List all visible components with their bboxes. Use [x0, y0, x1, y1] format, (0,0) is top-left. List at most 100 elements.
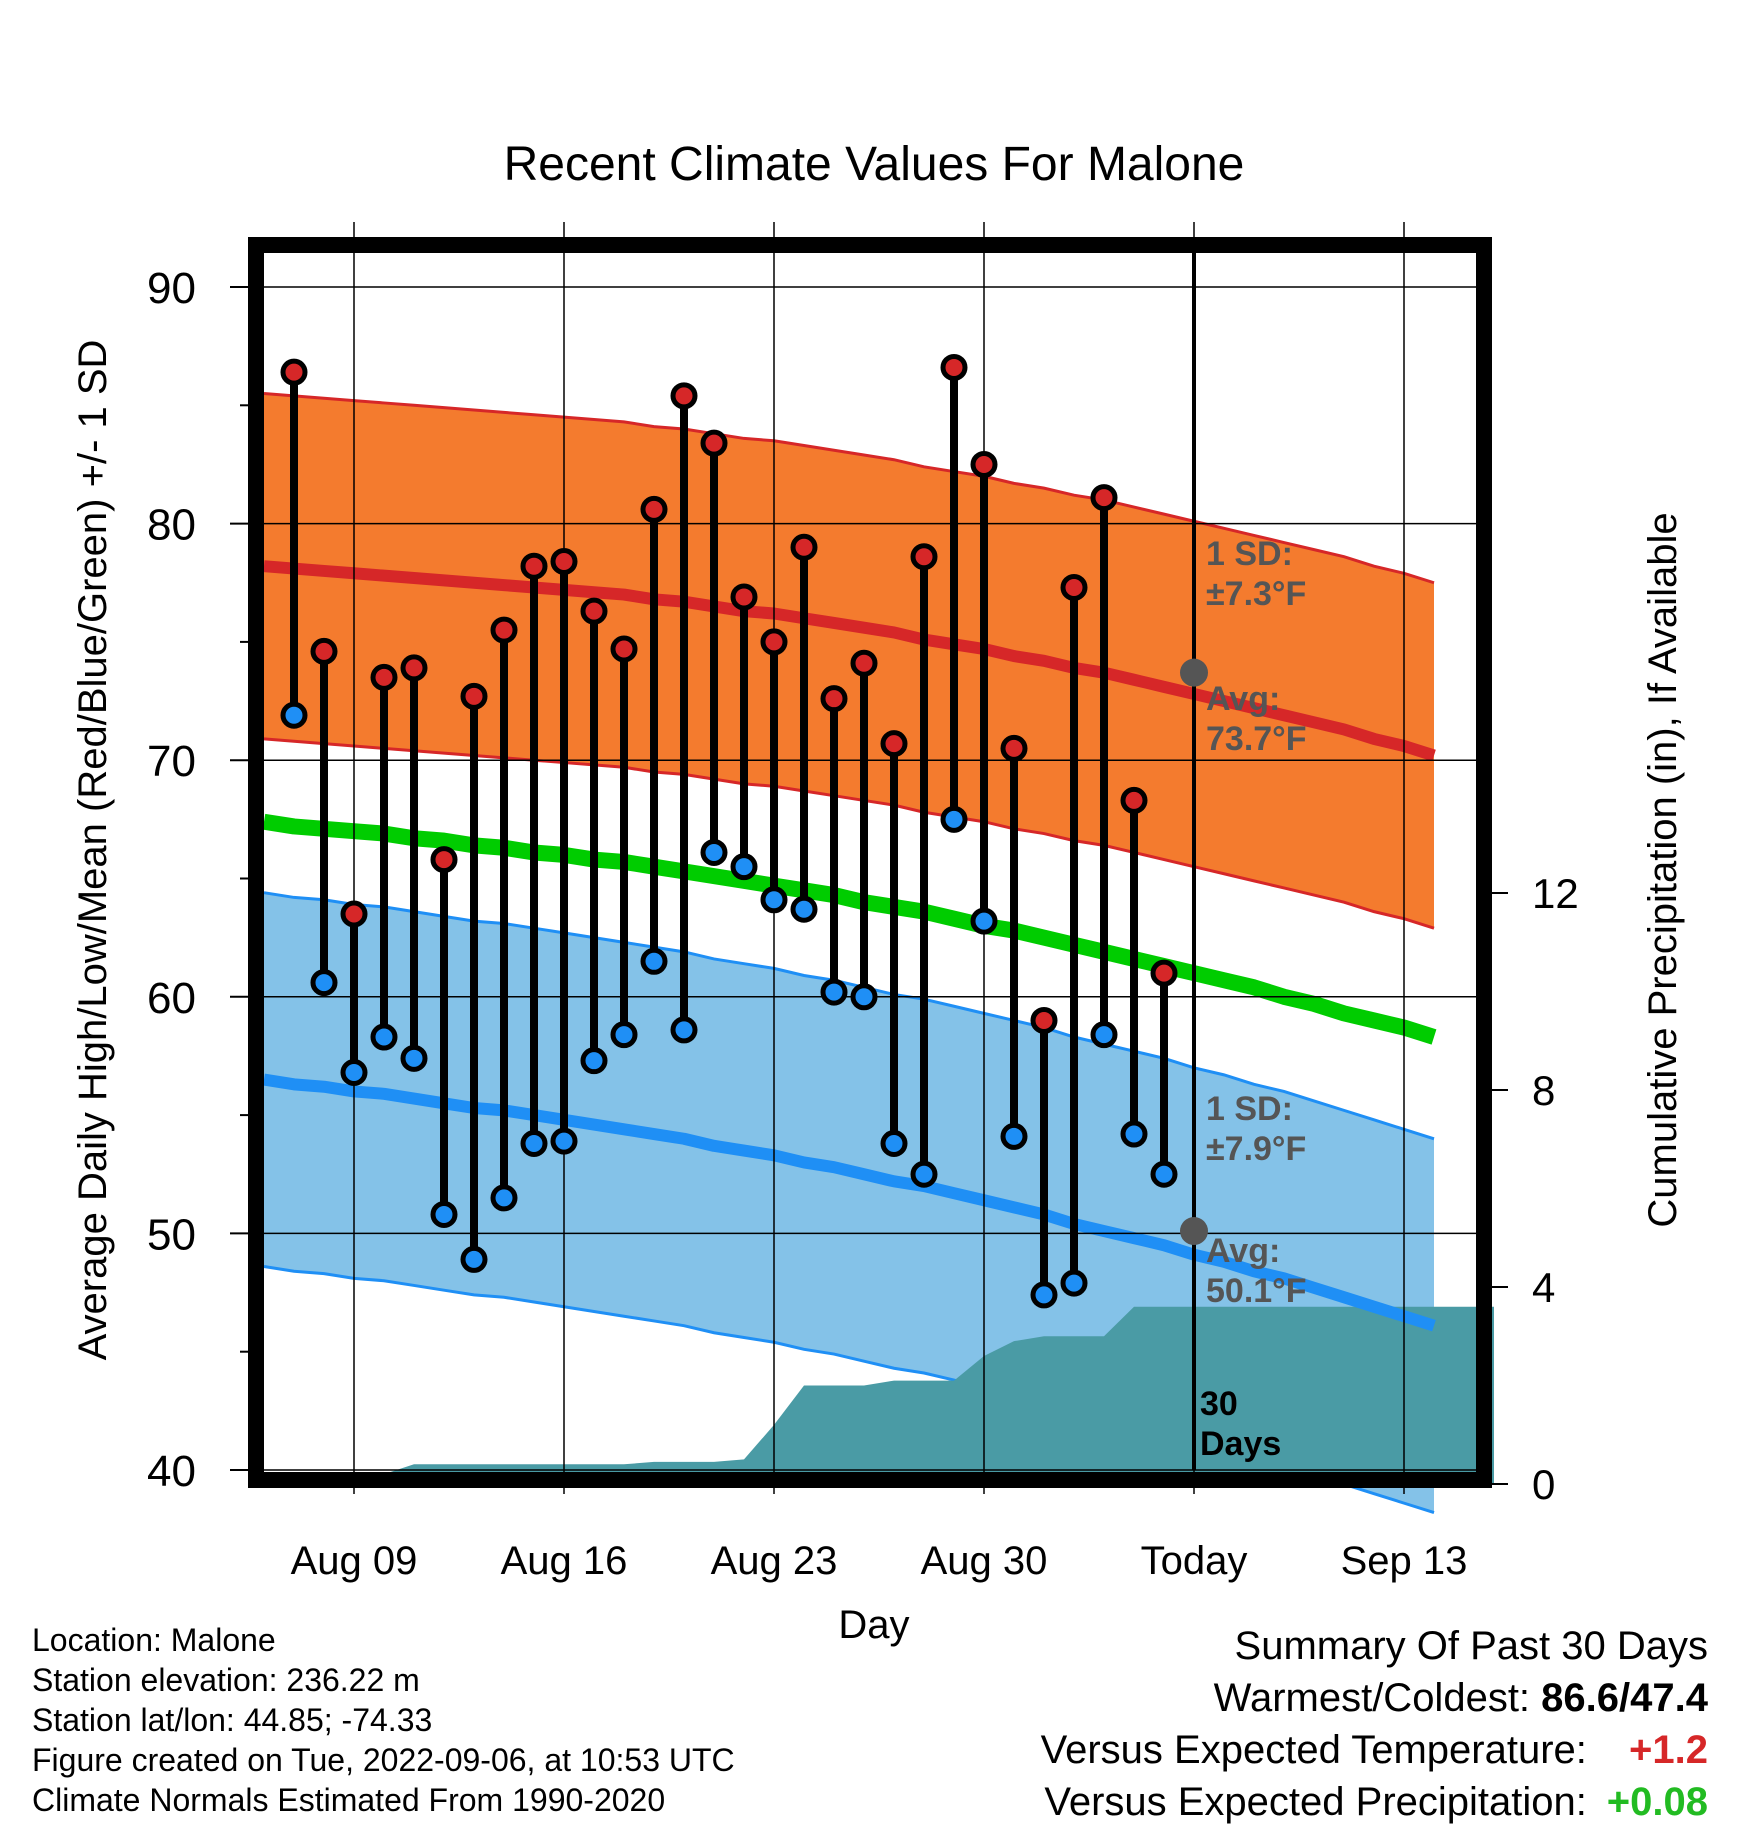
- warmest-coldest-value: 86.6/47.4: [1541, 1676, 1708, 1720]
- precip-departure-value: +0.08: [1606, 1780, 1708, 1824]
- observed-low-point: [970, 907, 998, 935]
- created-text: Figure created on Tue, 2022-09-06, at 10…: [32, 1742, 735, 1778]
- chart-title: Recent Climate Values For Malone: [504, 138, 1245, 191]
- station-info: Location: Malone Station elevation: 236.…: [32, 1620, 735, 1820]
- high-sd-lower-line: [263, 737, 1435, 930]
- observed-high-point: [1090, 484, 1118, 512]
- x-tick-label: Aug 30: [921, 1539, 1048, 1583]
- plot-frame: [248, 237, 1492, 1488]
- observed-low-point: [670, 1016, 698, 1044]
- y-axis-label: Average Daily High/Low/Mean (Red/Blue/Gr…: [71, 340, 115, 1361]
- observed-high-point: [790, 533, 818, 561]
- observed-high-point: [640, 495, 668, 523]
- observed-low-point: [940, 805, 968, 833]
- x-tick-label: Today: [1141, 1539, 1248, 1583]
- observed-low-point: [280, 701, 308, 729]
- x-tick-label: Aug 23: [711, 1539, 838, 1583]
- observed-high-point: [460, 682, 488, 710]
- observed-low-point: [610, 1021, 638, 1049]
- precipitation-area: [264, 1306, 1494, 1484]
- observed-high-point: [1150, 959, 1178, 987]
- y2-tick-label: 8: [1532, 1067, 1555, 1114]
- observed-high-point: [610, 635, 638, 663]
- observed-high-point: [760, 628, 788, 656]
- observed-low-point: [1060, 1269, 1088, 1297]
- low-sd-annotation: 1 SD: ±7.9°F: [1206, 1090, 1306, 1168]
- observed-high-point: [280, 358, 308, 386]
- elevation-text: Station elevation: 236.22 m: [32, 1662, 420, 1698]
- plot-area: 1 SD: ±7.3°F Avg: 73.7°F 1 SD: ±7.9°F Avg: 50.1…: [147, 222, 1579, 1583]
- normal-mean-line: [262, 813, 1437, 1045]
- y-tick-label: 90: [147, 264, 196, 313]
- observed-high-point: [880, 730, 908, 758]
- observed-low-point: [880, 1129, 908, 1157]
- normal-high-line: [263, 560, 1436, 762]
- low-sd-upper-line: [263, 891, 1435, 1141]
- observed-high-point: [580, 597, 608, 625]
- observed-low-point: [1000, 1122, 1028, 1150]
- observed-high-point: [1120, 786, 1148, 814]
- observed-high-point: [940, 353, 968, 381]
- observed-high-point: [820, 685, 848, 713]
- observed-low-point: [700, 838, 728, 866]
- observed-low-point: [1150, 1160, 1178, 1188]
- normal-low-line: [263, 1073, 1436, 1332]
- temp-departure-label: Versus Expected Temperature:: [1040, 1728, 1587, 1772]
- y2-tick-label: 4: [1532, 1264, 1555, 1311]
- observed-low-point: [550, 1127, 578, 1155]
- observed-high-point: [670, 382, 698, 410]
- summary-panel: Summary Of Past 30 Days Warmest/Coldest:…: [1041, 1620, 1708, 1828]
- y-tick-label: 70: [147, 737, 196, 786]
- observed-high-point: [730, 583, 758, 611]
- precip-departure-label: Versus Expected Precipitation:: [1044, 1780, 1587, 1824]
- observed-low-point: [580, 1047, 608, 1075]
- low-avg-annotation: Avg: 50.1°F: [1206, 1232, 1307, 1310]
- observed-low-point: [460, 1245, 488, 1273]
- observed-low-point: [520, 1129, 548, 1157]
- observed-low-point: [790, 895, 818, 923]
- observed-high-point: [700, 429, 728, 457]
- warmest-coldest-row: Warmest/Coldest: 86.6/47.4: [1041, 1672, 1708, 1724]
- y-tick-label: 40: [147, 1447, 196, 1496]
- observed-high-point: [400, 654, 428, 682]
- observed-low-point: [640, 947, 668, 975]
- x-tick-label: Sep 13: [1341, 1539, 1468, 1583]
- observed-high-point: [550, 547, 578, 575]
- x-axis-label: Day: [838, 1603, 909, 1647]
- observed-low-point: [760, 886, 788, 914]
- observed-low-point: [340, 1059, 368, 1087]
- normals-text: Climate Normals Estimated From 1990-2020: [32, 1782, 666, 1818]
- y2-axis-label: Cumulative Precipitation (in), If Availa…: [1641, 512, 1685, 1227]
- x-tick-label: Aug 16: [501, 1539, 628, 1583]
- observed-high-point: [340, 900, 368, 928]
- observed-low-point: [310, 969, 338, 997]
- location-text: Location: Malone: [32, 1622, 276, 1658]
- observed-high-point: [970, 450, 998, 478]
- latlon-text: Station lat/lon: 44.85; -74.33: [32, 1702, 433, 1738]
- y-tick-label: 60: [147, 974, 196, 1023]
- y2-tick-label: 0: [1532, 1461, 1555, 1508]
- observed-low-point: [370, 1023, 398, 1051]
- today-high-normal-marker: [1180, 658, 1208, 687]
- observed-high-point: [520, 552, 548, 580]
- observed-low-point: [490, 1184, 518, 1212]
- observed-low-point: [1120, 1120, 1148, 1148]
- observed-low-point: [1090, 1021, 1118, 1049]
- observed-high-point: [1030, 1006, 1058, 1034]
- high-avg-annotation: Avg: 73.7°F: [1206, 680, 1307, 758]
- temp-departure-value: +1.2: [1629, 1728, 1708, 1772]
- x-tick-label: Aug 09: [291, 1539, 418, 1583]
- observed-high-point: [490, 616, 518, 644]
- high-sd-upper-line: [263, 391, 1435, 585]
- observed-high-point: [430, 846, 458, 874]
- y2-tick-label: 12: [1532, 870, 1579, 917]
- observed-low-point: [850, 983, 878, 1011]
- precip-departure-row: Versus Expected Precipitation: +0.08: [1041, 1776, 1708, 1828]
- observed-high-point: [310, 637, 338, 665]
- high-sd-annotation: 1 SD: ±7.3°F: [1206, 535, 1306, 613]
- y-tick-label: 50: [147, 1210, 196, 1259]
- observed-high-point: [370, 663, 398, 691]
- observed-low-point: [400, 1044, 428, 1072]
- today-low-normal-marker: [1180, 1217, 1208, 1246]
